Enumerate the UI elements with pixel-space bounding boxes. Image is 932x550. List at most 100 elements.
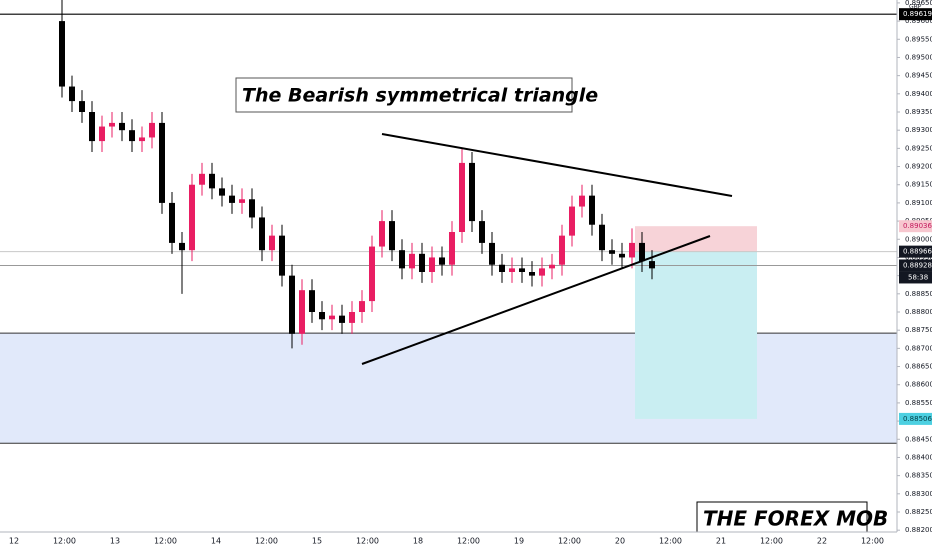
candle-body (379, 221, 385, 247)
candle-body (239, 199, 245, 203)
stop-label-bg (899, 220, 932, 233)
x-tick-label: 15 (312, 537, 322, 546)
y-tick-label: 0.88700 (905, 344, 932, 352)
x-tick-label: 12:00 (861, 537, 884, 546)
entry-label: 0.88966 (903, 248, 932, 256)
y-tick-label: 0.89650 (905, 0, 932, 7)
stop-label: 0.89036 (903, 222, 932, 230)
x-tick-label: 14 (211, 537, 221, 546)
countdown-bg (899, 271, 932, 284)
candle-body (189, 184, 195, 251)
candle-body (219, 188, 225, 196)
candle-body (429, 257, 435, 272)
stop-box (635, 226, 757, 252)
x-tick-label: 12:00 (558, 537, 581, 546)
countdown: 58:38 (908, 273, 928, 281)
y-tick-label: 0.88800 (905, 308, 932, 316)
target-label: 0.88506 (903, 415, 932, 423)
candle-body (589, 195, 595, 225)
candles (59, 0, 655, 349)
x-tick-label: 12:00 (255, 537, 278, 546)
candle-body (349, 312, 355, 323)
y-tick-label: 0.89000 (905, 235, 932, 243)
x-tick-label: 19 (514, 537, 524, 546)
candle-body (549, 264, 555, 269)
y-tick-label: 0.88550 (905, 399, 932, 407)
candle-body (229, 195, 235, 203)
candle-body (529, 272, 535, 276)
y-tick-label: 0.89200 (905, 163, 932, 171)
candle-body (129, 130, 135, 142)
entry-label-bg (899, 245, 932, 258)
y-tick-label: 0.88600 (905, 381, 932, 389)
candle-body (489, 242, 495, 265)
y-tick-label: 0.89500 (905, 53, 932, 61)
candle-body (579, 195, 585, 207)
candle-body (109, 122, 115, 127)
candle-body (469, 162, 475, 222)
y-tick-label: 0.89150 (905, 181, 932, 189)
x-tick-label: 12 (9, 537, 19, 546)
x-tick-label: 22 (817, 537, 827, 546)
candle-body (169, 202, 175, 243)
candle-body (89, 112, 95, 142)
candle-body (539, 268, 545, 276)
candle-body (439, 257, 445, 265)
candle-body (359, 301, 365, 312)
y-tick-label: 0.89400 (905, 90, 932, 98)
resistance-label: 0.89619 (903, 10, 932, 18)
candle-body (639, 242, 645, 262)
candle-body (449, 232, 455, 265)
candle-body (419, 253, 425, 272)
candle-body (329, 315, 335, 320)
candle-body (409, 253, 415, 269)
y-tick-label: 0.88450 (905, 435, 932, 443)
candle-body (399, 250, 405, 269)
candle-body (599, 224, 605, 251)
candle-body (259, 217, 265, 251)
target-box (635, 251, 757, 419)
candle-body (289, 275, 295, 334)
candle-body (609, 250, 615, 254)
y-tick-label: 0.88300 (905, 490, 932, 498)
candle-body (249, 199, 255, 218)
x-tick-label: 20 (615, 537, 625, 546)
candle-body (519, 268, 525, 272)
candle-body (499, 264, 505, 272)
watermark: THE FOREX MOB (703, 507, 888, 531)
candle-body (629, 242, 635, 258)
y-tick-label: 0.88750 (905, 326, 932, 334)
candle-body (619, 253, 625, 258)
resistance-label-bg (899, 8, 932, 21)
price-label: 0.88928 (903, 261, 932, 269)
upper-trendline (381, 133, 733, 197)
candle-body (159, 122, 165, 203)
candle-body (209, 173, 215, 189)
candle-body (369, 246, 375, 302)
candle-body (319, 312, 325, 320)
candle-body (279, 235, 285, 276)
x-tick-label: 12:00 (154, 537, 177, 546)
target-label-bg (899, 412, 932, 425)
candle-body (179, 242, 185, 251)
x-tick-label: 13 (110, 537, 120, 546)
candle-body (389, 221, 395, 251)
candle-body (79, 101, 85, 112)
y-tick-label: 0.89450 (905, 72, 932, 80)
y-tick-label: 0.88350 (905, 472, 932, 480)
watermark-box (696, 501, 868, 533)
y-tick-label: 0.88200 (905, 526, 932, 534)
y-tick-label: 0.88250 (905, 508, 932, 516)
currency: GBP (909, 4, 922, 11)
x-tick-label: 12:00 (457, 537, 480, 546)
annotation-box (235, 77, 573, 113)
candle-body (649, 261, 655, 269)
y-tick-label: 0.89350 (905, 108, 932, 116)
y-tick-label: 0.88650 (905, 363, 932, 371)
y-tick-label: 0.88400 (905, 453, 932, 461)
candle-body (69, 86, 75, 102)
candle-body (59, 21, 65, 87)
y-tick-label: 0.89600 (905, 17, 932, 25)
candle-body (139, 137, 145, 142)
candle-body (99, 126, 105, 142)
